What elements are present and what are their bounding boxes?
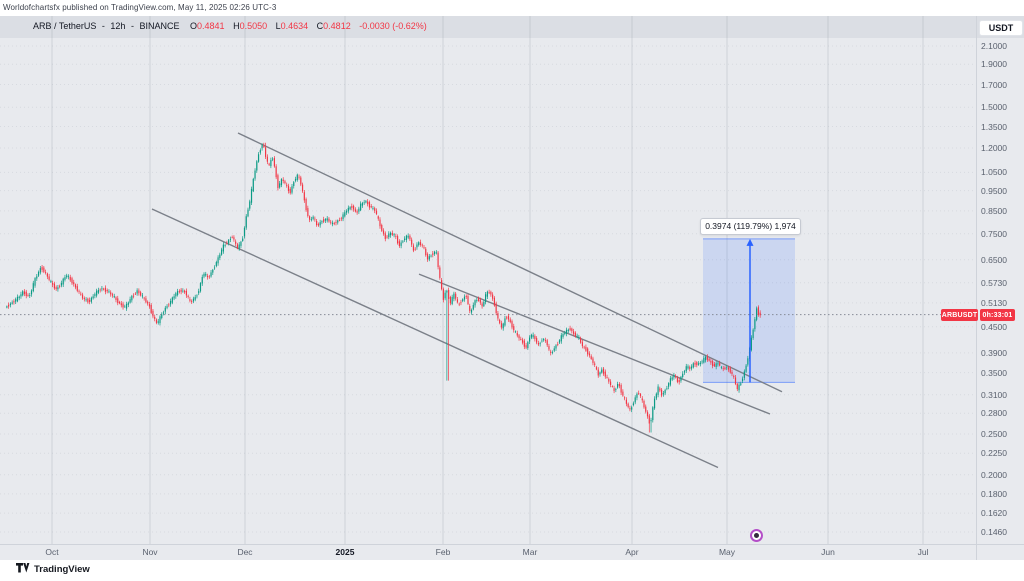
symbol-price-badge: ARBUSDT	[941, 309, 978, 321]
price-tick-label: 1.7000	[981, 80, 1007, 90]
chart-canvas[interactable]	[0, 16, 1024, 560]
legend-interval: 12h	[110, 21, 126, 31]
price-tick-label: 0.8500	[981, 206, 1007, 216]
price-tick-label: 0.2250	[981, 448, 1007, 458]
time-axis-label: Mar	[522, 547, 538, 557]
legend-exchange: BINANCE	[139, 21, 180, 31]
legend-close-value: 0.4812	[323, 21, 351, 31]
price-tick-label: 0.5130	[981, 298, 1007, 308]
time-axis-label: Apr	[625, 547, 639, 557]
time-axis-label: Jul	[917, 547, 929, 557]
price-tick-label: 1.0500	[981, 167, 1007, 177]
price-tick-label: 0.2000	[981, 470, 1007, 480]
time-axis-label: May	[718, 547, 736, 557]
tradingview-logo[interactable]: TradingView	[16, 563, 90, 575]
price-tick-label: 0.4500	[981, 322, 1007, 332]
price-tick-label: 1.5000	[981, 102, 1007, 112]
time-axis-label: Jun	[821, 547, 835, 557]
currency-toggle-button[interactable]: USDT	[979, 20, 1023, 36]
attribution-text: Worldofchartsfx published on TradingView…	[3, 3, 277, 12]
price-scale[interactable]: 2.1000 1.9000 1.7000 1.5000 1.3500 1.2000 1.05…	[977, 16, 1024, 544]
price-tick-label: 0.2500	[981, 429, 1007, 439]
legend-band	[0, 16, 1024, 38]
time-axis-label: Nov	[142, 547, 158, 557]
legend-symbol: ARB / TetherUS	[33, 21, 97, 31]
bar-countdown-badge: 0h:33:01	[980, 309, 1015, 321]
legend-change: -0.0030 (-0.62%)	[359, 21, 427, 31]
price-tick-label: 0.7500	[981, 229, 1007, 239]
legend-close-label: C	[316, 21, 324, 31]
tradingview-mark-icon	[16, 563, 30, 573]
price-tick-label: 1.9000	[981, 59, 1007, 69]
legend-separator: -	[101, 21, 105, 31]
time-scale[interactable]: Oct Nov Dec 2025 Feb Mar Apr May Jun Jul	[0, 544, 1024, 560]
price-tick-label: 0.6500	[981, 255, 1007, 265]
legend-high-label: H	[233, 21, 240, 31]
price-tick-label: 0.5730	[981, 278, 1007, 288]
price-range-measurement-label: 0.3974 (119.79%) 1,974	[700, 217, 801, 235]
time-axis-label: Dec	[237, 547, 253, 557]
publish-avatar-marker[interactable]	[749, 529, 763, 542]
chart-pane[interactable]: ARB / TetherUS - 12h - BINANCE O0.4841 H…	[0, 16, 1024, 560]
legend-low-value: 0.4634	[280, 21, 309, 31]
time-axis-label: Oct	[45, 547, 59, 557]
legend-high-value: 0.5050	[239, 21, 268, 31]
price-tick-label: 1.3500	[981, 122, 1007, 132]
price-tick-label: 0.9500	[981, 186, 1007, 196]
price-tick-label: 0.1800	[981, 489, 1007, 499]
price-tick-label: 0.1460	[981, 527, 1007, 537]
legend-open-value: 0.4841	[197, 21, 225, 31]
tradingview-wordmark: TradingView	[34, 563, 90, 575]
avatar-dot-icon	[753, 533, 759, 538]
price-tick-label: 0.1620	[981, 508, 1007, 518]
legend-low-label: L	[275, 21, 281, 31]
price-tick-label: 0.3900	[981, 348, 1007, 358]
price-tick-label: 1.2000	[981, 143, 1007, 153]
legend-open-label: O	[190, 21, 198, 31]
legend-separator: -	[130, 21, 134, 31]
symbol-legend: ARB / TetherUS - 12h - BINANCE O0.4841 H…	[33, 21, 430, 31]
price-tick-label: 0.3100	[981, 390, 1007, 400]
price-tick-label: 0.2800	[981, 408, 1007, 418]
time-axis-label: Feb	[435, 547, 451, 557]
price-tick-label: 0.3500	[981, 368, 1007, 378]
price-tick-label: 2.1000	[981, 41, 1007, 51]
footer: TradingView	[0, 560, 1024, 581]
time-axis-label: 2025	[335, 547, 355, 557]
